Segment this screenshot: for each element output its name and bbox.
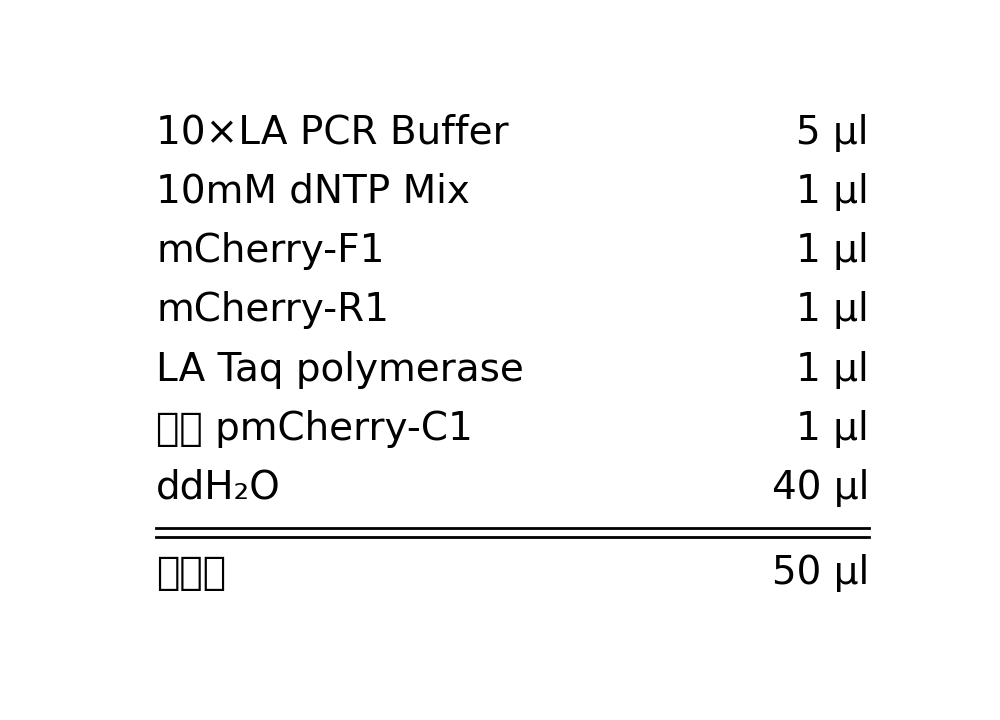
Text: mCherry-F1: mCherry-F1 <box>156 232 384 270</box>
Text: LA Taq polymerase: LA Taq polymerase <box>156 351 524 389</box>
Text: 10mM dNTP Mix: 10mM dNTP Mix <box>156 173 470 211</box>
Text: 1 μl: 1 μl <box>796 410 869 448</box>
Text: 10×LA PCR Buffer: 10×LA PCR Buffer <box>156 114 509 152</box>
Text: 1 μl: 1 μl <box>796 292 869 329</box>
Text: 1 μl: 1 μl <box>796 351 869 389</box>
Text: 总体积: 总体积 <box>156 554 226 593</box>
Text: 50 μl: 50 μl <box>772 554 869 593</box>
Text: mCherry-R1: mCherry-R1 <box>156 292 389 329</box>
Text: 1 μl: 1 μl <box>796 173 869 211</box>
Text: 1 μl: 1 μl <box>796 232 869 270</box>
Text: ddH₂O: ddH₂O <box>156 469 281 507</box>
Text: 40 μl: 40 μl <box>772 469 869 507</box>
Text: 5 μl: 5 μl <box>796 114 869 152</box>
Text: 载体 pmCherry-C1: 载体 pmCherry-C1 <box>156 410 473 448</box>
